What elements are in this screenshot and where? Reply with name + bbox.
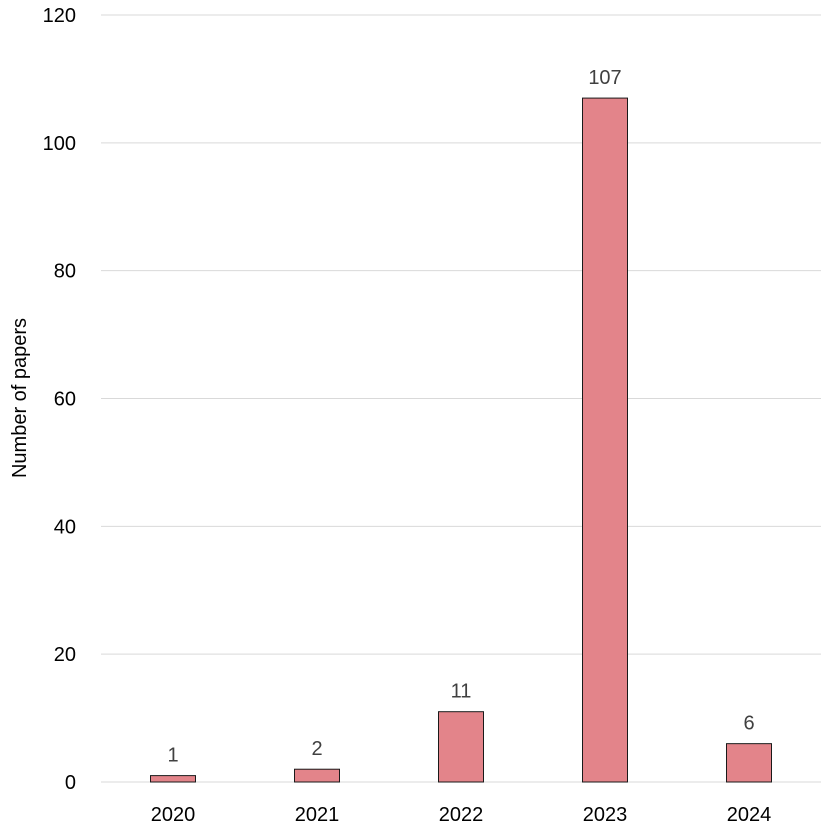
y-tick-label: 0	[65, 772, 76, 794]
bar-2024	[726, 743, 772, 783]
y-tick-label: 80	[54, 261, 76, 283]
y-tick-label: 60	[54, 389, 76, 411]
bar-2020	[150, 775, 196, 783]
data-labels: 1 2 11 107 6	[167, 67, 754, 767]
y-tick-label: 20	[54, 644, 76, 666]
bar-2022	[438, 711, 484, 783]
y-tick-label: 40	[54, 516, 76, 538]
y-tick-label: 120	[43, 5, 76, 27]
x-tick-label: 2020	[151, 804, 196, 826]
bar-2021	[294, 768, 340, 783]
bars	[150, 97, 772, 783]
data-label: 11	[451, 681, 472, 703]
x-tick-label: 2023	[583, 804, 628, 826]
bar-2023	[582, 97, 628, 783]
data-label: 1	[167, 745, 178, 767]
x-tick-label: 2021	[295, 804, 340, 826]
x-tick-label: 2022	[439, 804, 484, 826]
y-axis-ticks: 0 20 40 60 80 100 120	[43, 5, 76, 794]
x-tick-label: 2024	[727, 804, 772, 826]
data-label: 2	[311, 738, 322, 760]
gridlines	[101, 14, 821, 783]
y-axis-title: Number of papers	[9, 318, 31, 478]
x-axis-ticks: 2020 2021 2022 2023 2024	[151, 804, 772, 826]
data-label: 107	[588, 67, 621, 89]
data-label: 6	[743, 713, 754, 735]
y-tick-label: 100	[43, 133, 76, 155]
